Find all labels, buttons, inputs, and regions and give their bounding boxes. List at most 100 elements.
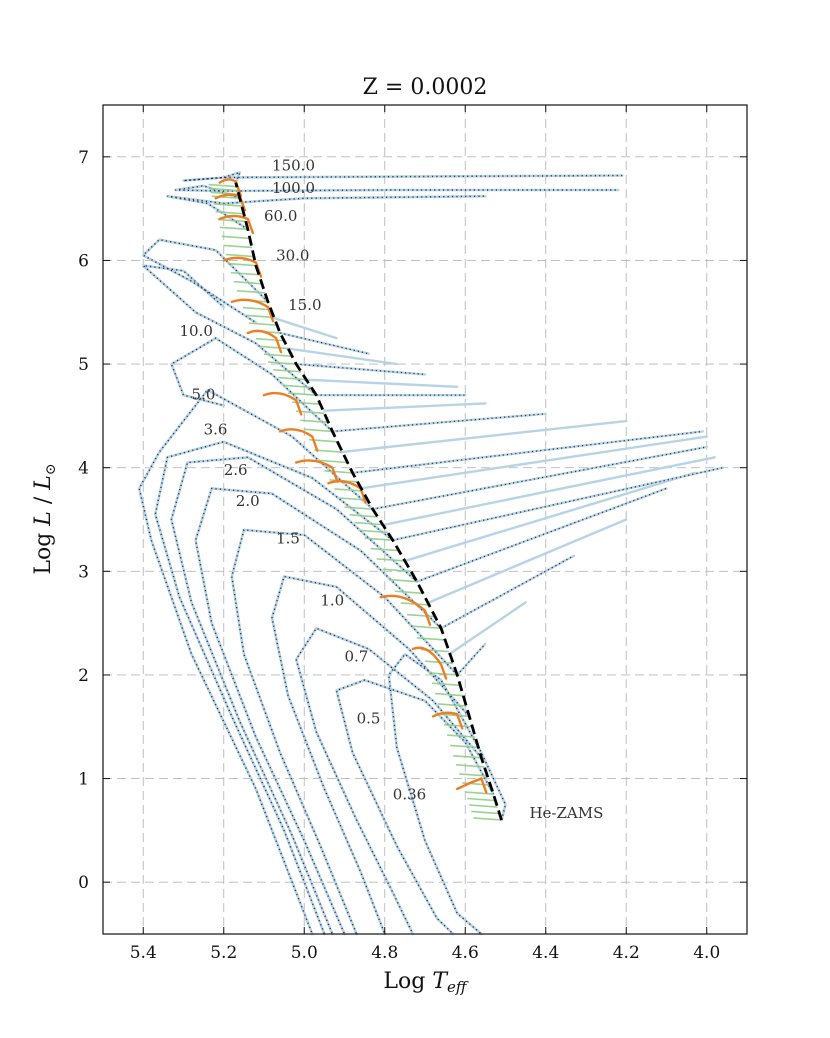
y-tick-label-3: 3 (78, 562, 89, 582)
mass-label-15.0: 15.0 (288, 296, 321, 314)
track-dotted-1.5 (231, 529, 458, 935)
track-dotted-0.36 (388, 653, 507, 935)
mass-label-30.0: 30.0 (276, 246, 309, 264)
track-dotted-1.0 (271, 575, 470, 935)
x-tick-label-0: 5.4 (130, 943, 157, 963)
mass-label-1.5: 1.5 (276, 529, 300, 547)
he-zams-label: He-ZAMS (529, 804, 603, 822)
green-hatch-13-2 (245, 314, 275, 319)
green-hatch-10-1 (300, 419, 329, 424)
green-hatch-12-2 (259, 345, 289, 350)
track-3.6 (154, 440, 395, 936)
orange-segment-6 (278, 428, 319, 452)
y-tick-label-4: 4 (78, 459, 89, 479)
x-tick-label-5: 4.4 (532, 943, 559, 963)
fan-track-17 (286, 347, 399, 366)
green-hatch-9-2 (314, 449, 343, 453)
fan-track-dotted-6 (392, 467, 723, 541)
mass-label-2.0: 2.0 (236, 492, 260, 510)
green-hatch-3-2 (435, 692, 464, 697)
fan-track-dotted-2 (440, 555, 575, 629)
green-hatch-13-3 (242, 306, 272, 311)
track-dotted-5.0 (138, 389, 374, 935)
y-axis-label: Log L / L⊙ (31, 463, 59, 574)
green-hatch-12-0 (267, 361, 297, 365)
track-dotted-2.6 (170, 456, 418, 935)
fan-track-12 (331, 412, 547, 433)
fan-track-1 (447, 601, 527, 656)
fan-track-7 (383, 456, 716, 526)
green-hatch-11-1 (283, 384, 312, 389)
he-zams-line: He-ZAMS (234, 182, 603, 822)
track-0.5 (335, 678, 495, 936)
green-hatch-6-2 (376, 558, 405, 562)
green-hatch-2-1 (450, 744, 479, 749)
mass-label-0.7: 0.7 (345, 647, 369, 665)
mass-label-100.0: 100.0 (272, 179, 315, 197)
orange-segment-8 (246, 329, 283, 354)
dotted-tracks (138, 171, 623, 935)
green-hatch-15-3 (221, 235, 250, 240)
green-hatch-1-2 (459, 773, 488, 777)
mass-label-150.0: 150.0 (272, 156, 315, 174)
green-hatch-7-1 (359, 529, 388, 534)
plot-area (103, 105, 747, 934)
green-hatch-0-2 (469, 804, 498, 808)
fan-track-0 (456, 642, 487, 677)
green-hatch-15-1 (225, 253, 254, 258)
fan-track-10 (351, 430, 704, 475)
y-tick-label-7: 7 (78, 148, 89, 168)
green-hatch-3-1 (438, 703, 467, 707)
y-tick-label-2: 2 (78, 666, 89, 686)
green-hatch-7-0 (364, 537, 393, 542)
he-zams-curve (234, 182, 503, 821)
green-hatch-17-3 (208, 183, 237, 188)
plot-frame (102, 104, 748, 935)
green-hatch-4-3 (416, 637, 446, 641)
green-hatch-16-0 (219, 226, 248, 231)
green-hatch-14-3 (230, 271, 260, 276)
green-hatch-15-2 (223, 244, 252, 249)
x-tick-label-4: 4.6 (452, 943, 479, 963)
mass-label-2.6: 2.6 (224, 461, 248, 479)
grid (103, 105, 747, 934)
x-axis-label: Log Teff (383, 969, 469, 996)
track-2.0 (194, 487, 443, 936)
orange-segment-9 (230, 298, 275, 323)
orange-segment-0 (456, 777, 488, 794)
fan-track-11 (339, 419, 628, 454)
green-hatch-2-3 (444, 723, 473, 728)
orange-segment-3 (379, 594, 432, 626)
green-hatch-10-0 (304, 428, 333, 433)
mass-label-5.0: 5.0 (192, 385, 216, 403)
green-hatch-2-0 (453, 754, 482, 759)
green-hatch-1-0 (465, 791, 494, 795)
green-hatch-3-3 (431, 682, 461, 687)
green-hatch-5-3 (394, 590, 424, 595)
green-hatch-9-0 (324, 469, 353, 474)
green-hatch-9-1 (319, 459, 348, 464)
green-hatch-2-2 (447, 734, 476, 738)
green-hatch-8-1 (339, 497, 368, 501)
fan-track-5 (403, 471, 696, 563)
orange-segment-1 (431, 711, 464, 730)
green-hatch-11-3 (272, 368, 302, 373)
chart-title: Z = 0.0002 (363, 75, 488, 100)
fan-tracks (270, 316, 725, 677)
green-hatch-16-3 (213, 203, 242, 207)
fan-track-4 (415, 487, 668, 583)
y-tick-label-5: 5 (78, 355, 89, 375)
x-tick-label-2: 5.0 (291, 943, 318, 963)
track-dotted-15.0 (141, 264, 317, 396)
y-tick-label-0: 0 (78, 873, 89, 893)
orange-segments (214, 178, 488, 794)
green-hatch-8-2 (334, 488, 363, 492)
mass-label-60.0: 60.0 (264, 207, 297, 225)
orange-segment-7 (262, 391, 303, 416)
mass-label-10.0: 10.0 (179, 322, 212, 340)
x-tick-label-3: 4.8 (371, 943, 398, 963)
green-hatch-5-1 (406, 613, 436, 618)
track-dotted-150.0 (183, 171, 623, 183)
green-hatch-0-3 (467, 797, 496, 802)
fan-track-19 (270, 316, 338, 340)
